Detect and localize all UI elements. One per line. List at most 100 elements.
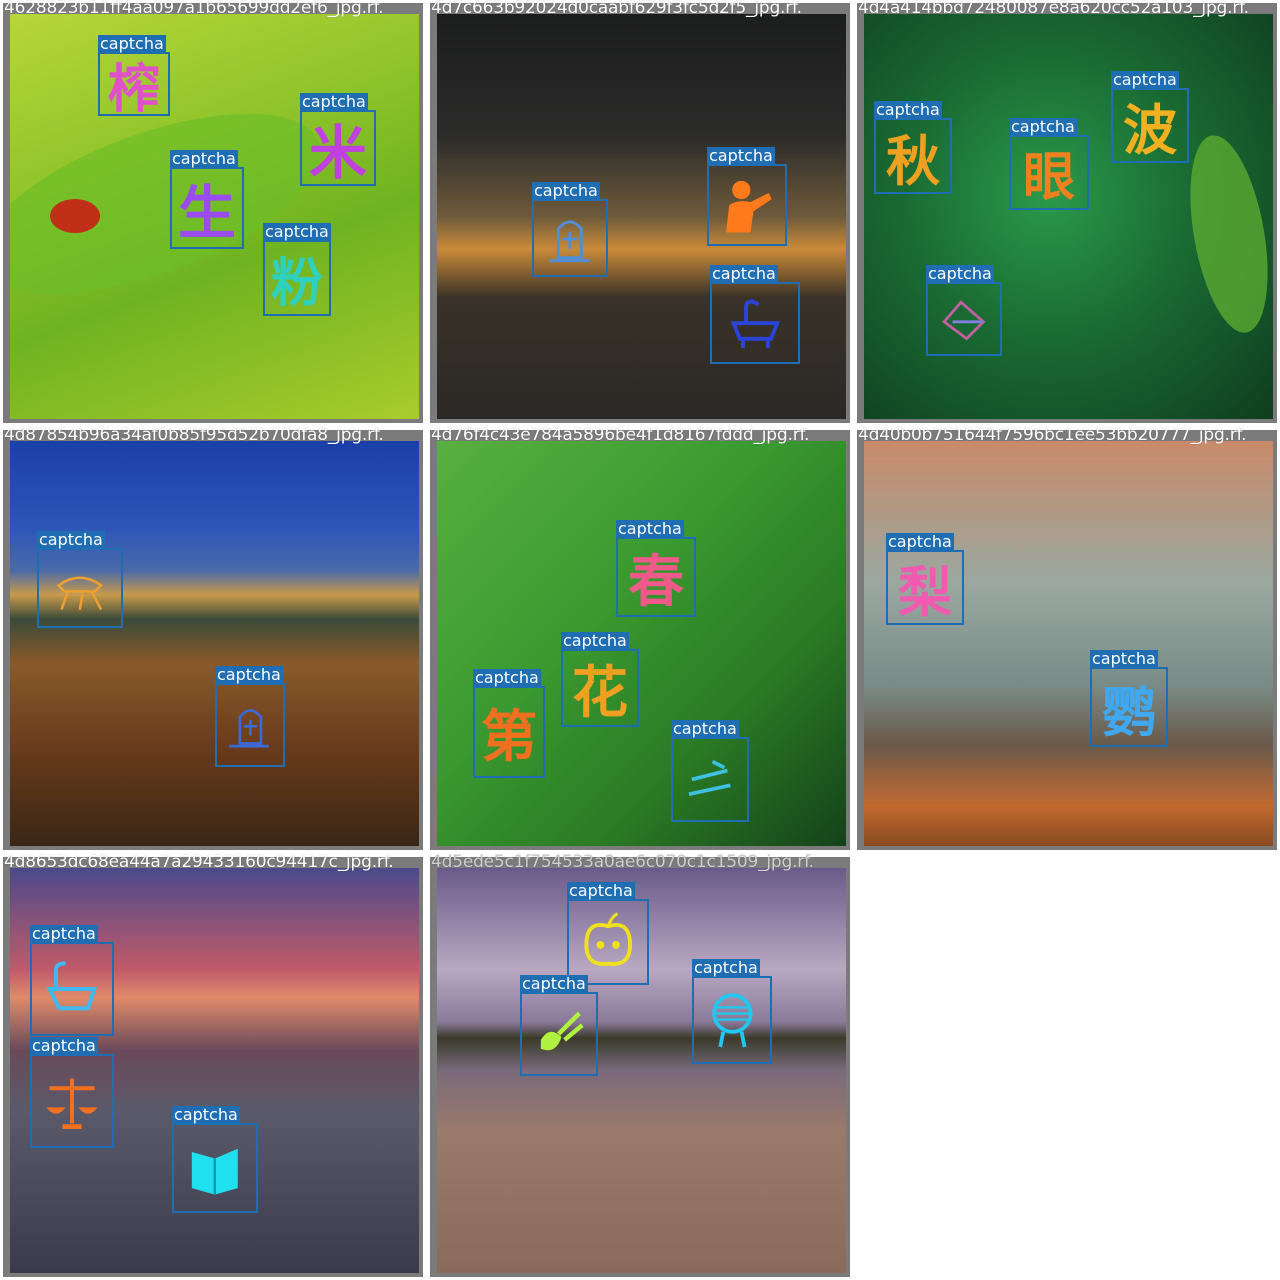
tile-filename: 4d87854b96a34af0b85f95d52b70dfa8_jpg.rf.: [4, 427, 384, 445]
detection-box[interactable]: captcha 眼: [1009, 118, 1089, 210]
detection-box[interactable]: captcha 鹦: [1090, 650, 1168, 747]
captcha-glyph: 鹦: [1102, 680, 1156, 744]
apple-icon: [569, 901, 647, 983]
tile-8[interactable]: captcha captcha captcha 4d5ede5c1f754533…: [427, 854, 853, 1280]
detection-box[interactable]: captcha: [520, 975, 598, 1076]
handle-icon: [928, 284, 1000, 354]
captcha-glyph: 榨: [107, 59, 160, 120]
sink-icon: [712, 284, 798, 362]
tile-6[interactable]: captcha 梨 captcha 鹦 4d40b0b751644f7596bc…: [854, 427, 1280, 853]
detection-box[interactable]: captcha: [692, 959, 772, 1064]
detection-box[interactable]: captcha 榨: [98, 35, 170, 120]
tile-filename: 4d4a414bbd72480087e8a620cc52a103_jpg.rf.: [858, 0, 1249, 18]
tile-5[interactable]: captcha 春 captcha 花 captcha 第 captcha 4d…: [427, 427, 853, 853]
detection-box[interactable]: captcha: [926, 265, 1002, 356]
tile-photo: captcha 榨 captcha 米 captcha 生 captcha 粉: [10, 14, 419, 419]
tile-frame: captcha 秋 captcha 眼 captcha 波 captcha: [857, 3, 1277, 423]
detection-box[interactable]: captcha 第: [473, 669, 545, 778]
dragonfly-leaf: [1177, 129, 1273, 339]
detection-label: captcha: [30, 924, 98, 943]
detection-label: captcha: [263, 222, 331, 241]
detection-label: captcha: [37, 530, 105, 549]
lines-icon: [673, 739, 747, 820]
detection-box[interactable]: captcha 春: [616, 520, 696, 617]
captcha-glyph: 春: [628, 549, 684, 615]
tile-filename: 4d76f4c43e784a5896be4f1d8167fddd_jpg.rf.: [431, 427, 810, 445]
tile-photo: captcha captcha: [10, 441, 419, 846]
detection-label: captcha: [170, 149, 238, 168]
detection-box[interactable]: captcha: [710, 265, 800, 364]
detection-label: captcha: [710, 264, 778, 283]
tile-frame: captcha 梨 captcha 鹦: [857, 430, 1277, 850]
detection-box[interactable]: captcha 生: [170, 150, 244, 249]
tile-frame: captcha 榨 captcha 米 captcha 生 captcha 粉: [3, 3, 423, 423]
detection-label: captcha: [30, 1036, 98, 1055]
detection-label: captcha: [300, 92, 368, 111]
detection-box[interactable]: captcha: [30, 1037, 114, 1148]
tile-filename: 4d5ede5c1f754533a0ae6c070c1c1509_jpg.rf.: [431, 854, 814, 872]
scales-icon: [32, 1056, 112, 1146]
tile-photo: captcha captcha captcha: [437, 14, 846, 419]
ladybug: [50, 199, 100, 233]
grasshopper-icon: [39, 550, 121, 626]
detection-label: captcha: [692, 958, 760, 977]
book-icon: [174, 1125, 256, 1211]
tile-7[interactable]: captcha captcha captcha 4d8653dc68ea44a7…: [0, 854, 426, 1280]
tile-filename: 4d8653dc68ea44a7a29433160c94417c_jpg.rf.: [4, 854, 394, 872]
detection-label: captcha: [520, 974, 588, 993]
detection-label: captcha: [532, 181, 600, 200]
captcha-glyph: 粉: [270, 253, 323, 314]
detection-label: captcha: [172, 1105, 240, 1124]
detection-box[interactable]: captcha 粉: [263, 223, 331, 316]
captcha-glyph: 花: [572, 660, 628, 726]
detection-box[interactable]: captcha: [707, 147, 787, 246]
detection-label: captcha: [926, 264, 994, 283]
detection-label: captcha: [874, 100, 942, 119]
detection-box[interactable]: captcha: [532, 182, 608, 277]
detection-box[interactable]: captcha: [215, 666, 285, 767]
tile-filename: 4d40b0b751644f7596bc1ee53bb20777_jpg.rf.: [858, 427, 1247, 445]
detection-box[interactable]: captcha: [30, 925, 114, 1036]
captcha-glyph: 生: [177, 179, 236, 247]
detection-label: captcha: [473, 668, 541, 687]
tile-photo: captcha 梨 captcha 鹦: [864, 441, 1273, 846]
detection-label: captcha: [1090, 649, 1158, 668]
detection-label: captcha: [1009, 117, 1077, 136]
detection-box[interactable]: captcha 米: [300, 93, 376, 187]
tile-filename: 4d7c663b92024d0caabf629f3fc5d2f5_jpg.rf.: [431, 0, 802, 18]
detection-label: captcha: [567, 881, 635, 900]
grill-icon: [694, 978, 770, 1062]
cutter-icon: [522, 994, 596, 1074]
tile-photo: captcha captcha captcha: [437, 868, 846, 1273]
tile-2[interactable]: captcha captcha captcha 4d7c663b92024d0c…: [427, 0, 853, 426]
detection-box[interactable]: captcha 梨: [886, 533, 964, 625]
tile-1[interactable]: captcha 榨 captcha 米 captcha 生 captcha 粉 …: [0, 0, 426, 426]
tile-frame: captcha captcha captcha: [430, 3, 850, 423]
tile-photo: captcha 秋 captcha 眼 captcha 波 captcha: [864, 14, 1273, 419]
tile-photo: captcha 春 captcha 花 captcha 第 captcha: [437, 441, 846, 846]
detection-box[interactable]: captcha 花: [561, 632, 639, 727]
detection-box[interactable]: captcha: [172, 1106, 258, 1213]
captcha-glyph: 眼: [1022, 148, 1075, 208]
detection-label: captcha: [98, 34, 166, 53]
tile-3[interactable]: captcha 秋 captcha 眼 captcha 波 captcha 4d…: [854, 0, 1280, 426]
detection-box[interactable]: captcha: [567, 882, 649, 985]
detection-box[interactable]: captcha 波: [1111, 71, 1189, 163]
detection-box[interactable]: captcha 秋: [874, 101, 952, 194]
tile-frame: captcha captcha captcha: [430, 857, 850, 1277]
tile-frame: captcha captcha captcha: [3, 857, 423, 1277]
detection-box[interactable]: captcha: [671, 720, 749, 822]
tile-frame: captcha captcha: [3, 430, 423, 850]
empty-grid-slot: [853, 853, 1280, 1280]
captcha-glyph: 梨: [898, 561, 952, 624]
captcha-glyph: 波: [1123, 99, 1177, 162]
detection-label: captcha: [616, 519, 684, 538]
detection-box[interactable]: captcha: [37, 531, 123, 628]
detection-label: captcha: [671, 719, 739, 738]
captcha-glyph: 米: [308, 119, 367, 187]
detection-label: captcha: [886, 532, 954, 551]
person-icon: [709, 166, 785, 244]
detection-label: captcha: [1111, 70, 1179, 89]
tile-4[interactable]: captcha captcha 4d87854b96a34af0b85f95d5…: [0, 427, 426, 853]
tombstone-icon: [217, 685, 283, 765]
